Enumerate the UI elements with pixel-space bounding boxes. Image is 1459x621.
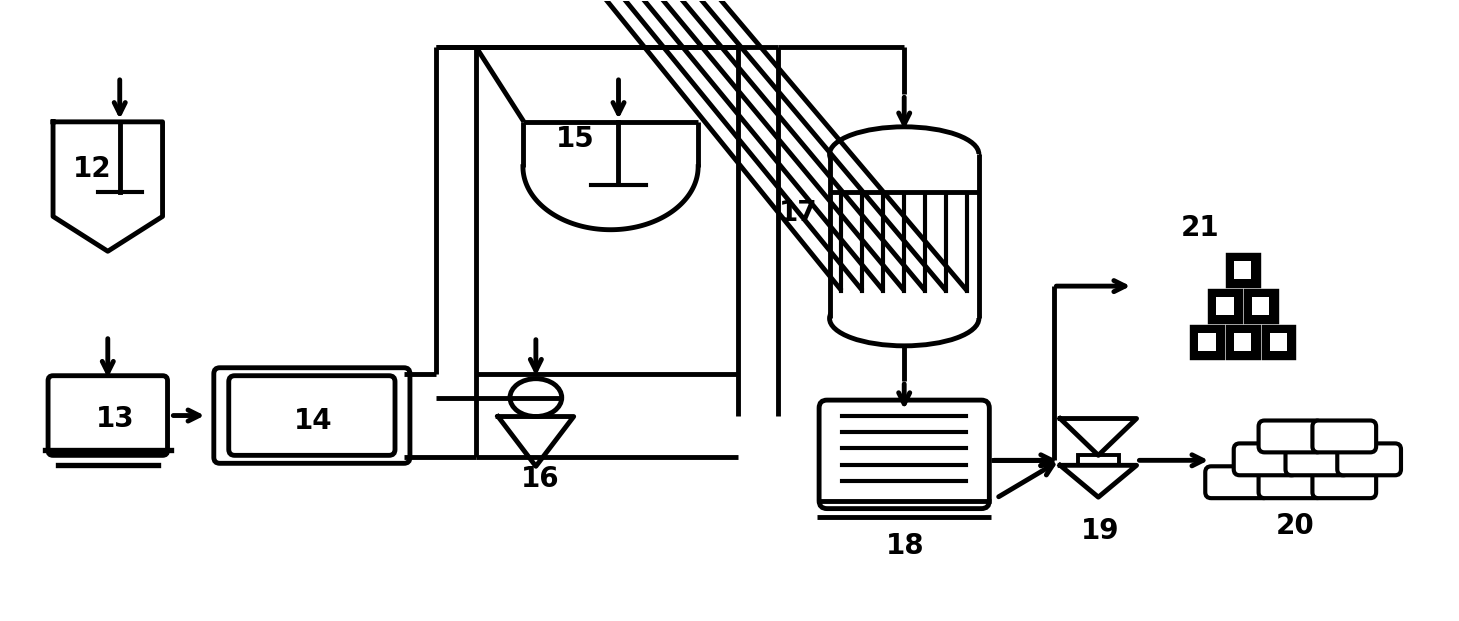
Text: 17: 17 — [779, 199, 817, 227]
Text: 21: 21 — [1180, 214, 1220, 242]
Bar — [1227, 326, 1259, 358]
Bar — [1078, 455, 1119, 465]
Bar — [1245, 290, 1277, 322]
FancyBboxPatch shape — [48, 376, 168, 455]
FancyBboxPatch shape — [214, 368, 410, 463]
FancyBboxPatch shape — [1259, 420, 1322, 452]
Bar — [1262, 326, 1294, 358]
Text: 20: 20 — [1275, 512, 1315, 540]
Text: 14: 14 — [293, 407, 333, 435]
Text: 15: 15 — [556, 125, 594, 153]
Bar — [1234, 261, 1252, 279]
Bar — [1234, 333, 1252, 351]
Text: 16: 16 — [521, 465, 560, 493]
Bar — [1198, 333, 1215, 351]
Text: 12: 12 — [73, 155, 111, 183]
Bar — [1215, 297, 1233, 315]
Bar — [830, 154, 979, 319]
Text: 18: 18 — [886, 532, 925, 560]
FancyBboxPatch shape — [1205, 466, 1269, 498]
Bar — [1252, 297, 1269, 315]
Bar — [1269, 333, 1287, 351]
FancyBboxPatch shape — [1259, 466, 1322, 498]
Ellipse shape — [830, 127, 979, 181]
Bar — [1227, 254, 1259, 286]
FancyBboxPatch shape — [229, 376, 395, 455]
Ellipse shape — [830, 291, 979, 346]
Ellipse shape — [511, 379, 562, 417]
Bar — [1191, 326, 1223, 358]
FancyBboxPatch shape — [1313, 466, 1376, 498]
FancyBboxPatch shape — [1285, 443, 1350, 475]
FancyBboxPatch shape — [1234, 443, 1297, 475]
FancyBboxPatch shape — [1313, 420, 1376, 452]
FancyBboxPatch shape — [818, 400, 989, 509]
FancyBboxPatch shape — [1338, 443, 1401, 475]
Bar — [1210, 290, 1240, 322]
Text: 13: 13 — [96, 406, 134, 433]
Text: 19: 19 — [1081, 517, 1119, 545]
